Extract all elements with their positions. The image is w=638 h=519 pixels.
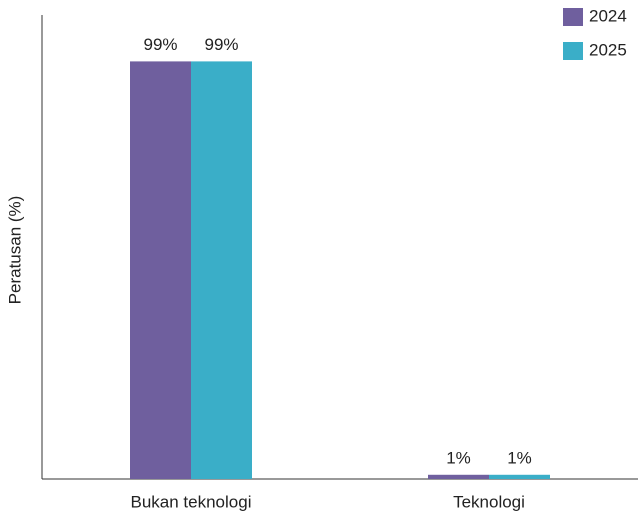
bar (130, 61, 191, 480)
data-label: 99% (204, 35, 238, 54)
bar (489, 474, 550, 479)
x-tick-label: Bukan teknologi (131, 492, 252, 511)
legend-label: 2024 (589, 6, 627, 25)
x-tick-label: Teknologi (453, 492, 525, 511)
bar (428, 474, 489, 479)
legend-label: 2025 (589, 40, 627, 59)
data-label: 99% (143, 35, 177, 54)
y-axis-label: Peratusan (%) (5, 196, 24, 305)
legend-swatch (563, 42, 583, 60)
bar (191, 61, 252, 480)
data-label: 1% (446, 448, 471, 467)
legend-swatch (563, 8, 583, 26)
data-label: 1% (507, 448, 532, 467)
